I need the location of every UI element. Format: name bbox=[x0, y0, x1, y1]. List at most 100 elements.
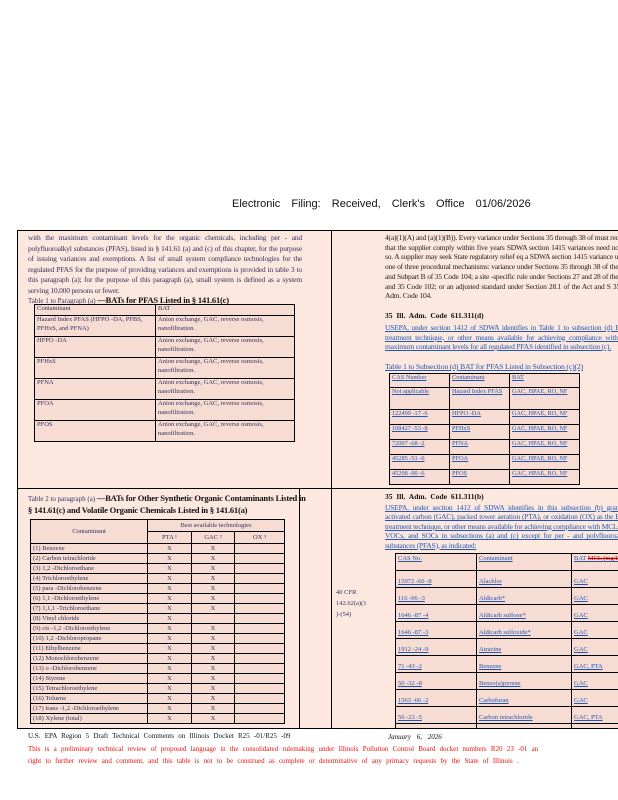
cfr-margin-note: 40 CFR 142.62(a)(1 )-(54) bbox=[336, 587, 388, 620]
table-row: (8) Vinyl chloride X bbox=[30, 613, 285, 624]
ox-column-header: OX ³ bbox=[234, 531, 285, 544]
table-row: 116 -06 -3 Aldicarb* GAC bbox=[395, 587, 618, 605]
ox-mark-cell bbox=[234, 613, 285, 624]
cas-cell: 1563 -66 -2 bbox=[395, 689, 477, 707]
table-row: (5) para -Dichlorobenzene X X bbox=[30, 583, 285, 594]
contaminant-cell: Benzene bbox=[476, 655, 572, 673]
cas-cell: 71 -43 -2 bbox=[395, 655, 477, 673]
code-heading-611-311b: 35 Ill. Adm. Code 611.311(b) bbox=[385, 492, 484, 501]
contaminant-cell: (12) Monochlorobenzene bbox=[30, 653, 148, 664]
table-header-row: Contaminant BAT bbox=[34, 304, 295, 316]
pta-mark-cell: X bbox=[147, 653, 192, 664]
cas-cell: 122499 -17 -6 bbox=[389, 409, 450, 425]
gac-mark-cell: X bbox=[191, 573, 235, 584]
table-row: Hazard Index PFAS (HFPO -DA, PFBS, PFHxS… bbox=[34, 315, 295, 337]
table-row: 122499 -17 -6 HFPO -DA GAC, HPAE, RO, NF bbox=[389, 409, 580, 425]
table-row: 108427 -53 -8 PFHxS GAC, HPAE, RO, NF bbox=[389, 424, 580, 440]
table-row: PFHxS Anion exchange, GAC, reverse osmos… bbox=[34, 357, 295, 379]
contaminant-cell: (18) Xylene (total) bbox=[30, 713, 148, 724]
state-table1-title: Table 1 to Subsection (d) BAT for PFAS L… bbox=[385, 362, 583, 371]
contaminant-cell: (1) Benzene bbox=[30, 543, 148, 554]
code-heading-611-311d: 35 Ill. Adm. Code 611.311(d) bbox=[385, 311, 484, 320]
contaminant-cell: PFOA bbox=[34, 399, 156, 421]
ox-mark-cell bbox=[234, 673, 285, 684]
technologies-group-header: Best available technologies bbox=[147, 519, 285, 532]
cas-cell: 108427 -53 -8 bbox=[389, 424, 450, 440]
ox-mark-cell bbox=[234, 693, 285, 704]
cas-cell: Not applicable bbox=[389, 387, 450, 410]
cas-cell: 15972 -60 -8 bbox=[395, 570, 477, 588]
gac-mark-cell: X bbox=[191, 553, 235, 564]
bat-cell: GAC bbox=[571, 672, 618, 690]
table-row: 1646 -87 -4 Aldicarb sulfone* GAC bbox=[395, 604, 618, 622]
table-row: PFNA Anion exchange, GAC, reverse osmosi… bbox=[34, 378, 295, 400]
bat-cell: GAC, HPAE, RO, NF bbox=[509, 424, 580, 440]
contaminant-cell: (5) para -Dichlorobenzene bbox=[30, 583, 148, 594]
bat-cell: Anion exchange, GAC, reverse osmosis, na… bbox=[155, 399, 295, 421]
gac-mark-cell: X bbox=[191, 663, 235, 674]
gac-mark-cell: X bbox=[191, 683, 235, 694]
contaminant-cell: HFPO -DA bbox=[449, 409, 510, 425]
cas-cell: 72007 -68 -2 bbox=[389, 439, 450, 455]
table-row: (9) cis -1,2 -Dichloroethylene X X bbox=[30, 623, 285, 634]
table-row: (12) Monochlorobenzene X X bbox=[30, 653, 285, 664]
contaminant-cell: (10) 1,2 -Dichloropropane bbox=[30, 633, 148, 644]
gac-mark-cell: X bbox=[191, 713, 235, 724]
state-voc-soc-bat-table: CAS No. Contaminant BAT MCL (mg/L) 15972… bbox=[395, 553, 618, 728]
cas-column-header: CAS Number bbox=[389, 373, 450, 388]
cas-cell: 1646 -87 -4 bbox=[395, 604, 477, 622]
pta-mark-cell: X bbox=[147, 603, 192, 614]
contaminant-cell: (6) 1,1 -Dichloroethylene bbox=[30, 593, 148, 604]
contaminant-column-header: Contaminant bbox=[449, 373, 510, 388]
pta-mark-cell: X bbox=[147, 703, 192, 714]
pta-mark-cell: X bbox=[147, 613, 192, 624]
ox-mark-cell bbox=[234, 563, 285, 574]
bat-cell: GAC bbox=[571, 689, 618, 707]
contaminant-cell: (13) o -Dichlorobenzene bbox=[30, 663, 148, 674]
pta-mark-cell: X bbox=[147, 663, 192, 674]
contaminant-cell: PFHxS bbox=[34, 357, 156, 379]
footer-disclaimer-line1: This is a preliminary technical review o… bbox=[28, 745, 539, 753]
contaminant-column-header: Contaminant bbox=[34, 304, 156, 316]
ox-mark-cell bbox=[234, 663, 285, 674]
contaminant-cell: HFPO -DA bbox=[34, 336, 156, 358]
bat-cell: GAC bbox=[571, 621, 618, 639]
pta-mark-cell: X bbox=[147, 623, 192, 634]
table-row: 57 -74 -9 Chlordane GAC bbox=[395, 723, 618, 728]
gac-mark-cell: X bbox=[191, 563, 235, 574]
cas-cell: 50 -32 -8 bbox=[395, 672, 477, 690]
ox-mark-cell bbox=[234, 713, 285, 724]
table-header-row: CAS Number Contaminant BAT bbox=[389, 373, 580, 388]
federal-table1-title-bold: —BATs for PFAS Listed in § 141.61(c) bbox=[97, 295, 229, 305]
contaminant-cell: PFNA bbox=[34, 378, 156, 400]
contaminant-cell: Chlordane bbox=[476, 723, 572, 728]
cas-cell: 116 -06 -3 bbox=[395, 587, 477, 605]
contaminant-cell: (17) trans -1,2 -Dichloroethylene bbox=[30, 703, 148, 714]
bat-column-header: BAT bbox=[155, 304, 295, 316]
bat-cell: GAC bbox=[571, 587, 618, 605]
pta-mark-cell: X bbox=[147, 553, 192, 564]
contaminant-cell: Hazard Index PFAS bbox=[449, 387, 510, 410]
table-row: 15972 -60 -8 Alachlor GAC bbox=[395, 570, 618, 588]
usepa-subsection-d-paragraph: USEPA, under section 1412 of SDWA identi… bbox=[385, 323, 618, 351]
ox-mark-cell bbox=[234, 553, 285, 564]
table-row: PFOS Anion exchange, GAC, reverse osmosi… bbox=[34, 420, 295, 442]
contaminant-cell: Alachlor bbox=[476, 570, 572, 588]
cfr-note-line2: 142.62(a)(1 bbox=[336, 600, 367, 607]
table-row: HFPO -DA Anion exchange, GAC, reverse os… bbox=[34, 336, 295, 358]
cas-cell: 57 -74 -9 bbox=[395, 723, 477, 728]
pta-mark-cell: X bbox=[147, 683, 192, 694]
table-header-row-2: PTA ¹ GAC ² OX ³ bbox=[31, 531, 285, 544]
contaminant-cell: Aldicarb sulfoxide* bbox=[476, 621, 572, 639]
table-row: (11) Ethylbenzene X X bbox=[30, 643, 285, 654]
table-row: Not applicable Hazard Index PFAS GAC, HP… bbox=[389, 387, 580, 410]
gac-mark-cell: X bbox=[191, 703, 235, 714]
cas-cell: 45285 -51 -6 bbox=[389, 454, 450, 470]
gac-mark-cell: X bbox=[191, 543, 235, 554]
rule-comparison-box: with the maximum contaminant levels for … bbox=[17, 230, 618, 729]
table-row: (7) 1,1,1 -Trichloroethane X X bbox=[30, 603, 285, 614]
contaminant-cell: Hazard Index PFAS (HFPO -DA, PFBS, PFHxS… bbox=[34, 315, 156, 337]
cas-cell: 1912 -24 -9 bbox=[395, 638, 477, 656]
table-row: 1912 -24 -9 Atrazine GAC bbox=[395, 638, 618, 656]
